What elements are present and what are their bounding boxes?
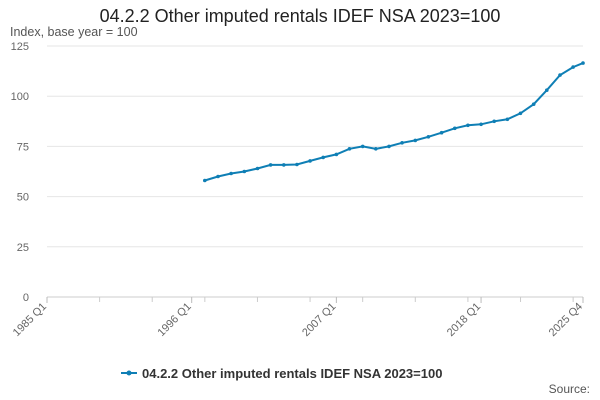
y-tick-label-50: 50 xyxy=(17,192,29,204)
x-tick-label: 1985 Q1 xyxy=(11,301,49,339)
data-point xyxy=(347,147,352,151)
data-point xyxy=(558,73,562,77)
x-tick-label: 1996 Q1 xyxy=(155,301,193,339)
data-point xyxy=(334,152,339,157)
data-point xyxy=(229,171,233,176)
data-point xyxy=(426,135,431,139)
x-tick-label: 2018 Q1 xyxy=(445,301,483,339)
y-tick-label-0: 0 xyxy=(23,292,29,304)
data-point xyxy=(413,138,418,143)
data-point xyxy=(374,147,378,151)
data-point xyxy=(387,144,391,149)
data-point xyxy=(581,61,585,65)
data-point xyxy=(505,117,510,122)
y-axis-label: Index, base year = 100 xyxy=(10,25,138,39)
data-point xyxy=(216,174,220,179)
data-point xyxy=(545,88,549,92)
legend-marker xyxy=(126,370,132,376)
data-point xyxy=(242,169,247,174)
series-layer xyxy=(203,61,585,183)
y-tick-label-125: 125 xyxy=(11,41,29,53)
chart-title: 04.2.2 Other imputed rentals IDEF NSA 20… xyxy=(99,6,501,26)
data-point xyxy=(400,141,404,145)
legend-label: 04.2.2 Other imputed rentals IDEF NSA 20… xyxy=(142,366,442,381)
data-point xyxy=(308,159,312,163)
grid xyxy=(47,45,583,248)
data-point xyxy=(492,119,497,124)
y-tick-label-100: 100 xyxy=(11,91,29,103)
data-point xyxy=(203,178,207,183)
data-point xyxy=(518,111,523,116)
data-point xyxy=(571,65,575,69)
data-point xyxy=(531,102,536,106)
data-point xyxy=(439,130,444,135)
data-point xyxy=(321,155,326,160)
source-label: Source: xyxy=(548,382,590,396)
data-point xyxy=(453,126,457,131)
legend[interactable]: 04.2.2 Other imputed rentals IDEF NSA 20… xyxy=(121,366,442,381)
data-point xyxy=(295,162,299,167)
data-point xyxy=(282,163,286,167)
data-point xyxy=(360,144,365,149)
x-tick-label: 2025 Q4 xyxy=(547,301,585,339)
y-tick-label-25: 25 xyxy=(17,242,29,254)
data-point xyxy=(255,166,260,171)
data-point xyxy=(268,163,273,167)
data-point xyxy=(479,122,483,127)
x-tick-label: 2007 Q1 xyxy=(300,301,338,339)
data-point xyxy=(466,123,470,128)
series-line-0 xyxy=(204,62,584,182)
y-tick-label-75: 75 xyxy=(17,141,29,153)
axes: 0 25 50 75 100 125 1985 Q1 1996 Q1 2007 Q1 2018 Q… xyxy=(11,41,585,339)
